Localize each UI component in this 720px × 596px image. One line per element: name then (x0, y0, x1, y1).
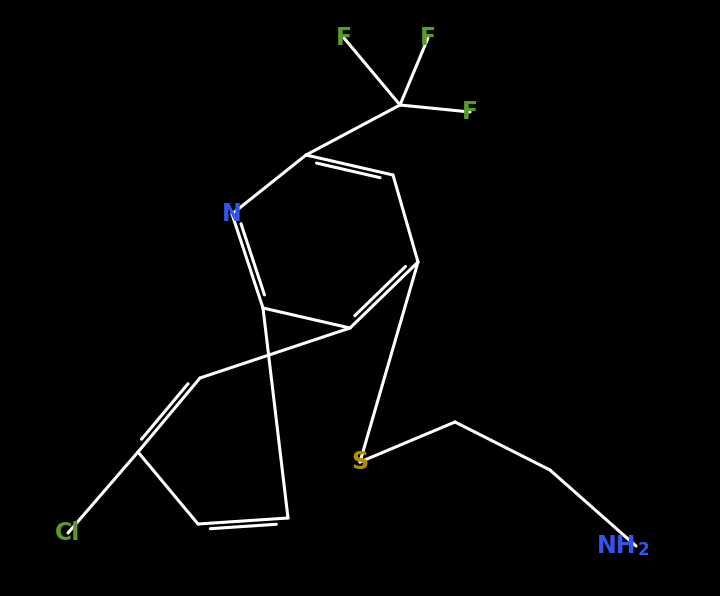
Text: N: N (222, 202, 242, 226)
Text: Cl: Cl (55, 521, 81, 545)
Text: NH: NH (596, 534, 636, 558)
Text: F: F (462, 100, 478, 124)
Text: F: F (336, 26, 352, 50)
Text: F: F (420, 26, 436, 50)
Text: S: S (351, 450, 369, 474)
Text: 2: 2 (638, 541, 649, 559)
